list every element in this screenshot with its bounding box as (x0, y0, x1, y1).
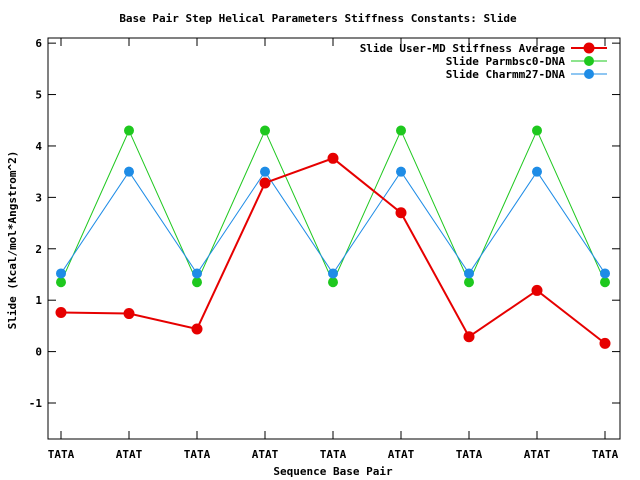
x-axis: TATA ATAT TATA ATAT TATA ATAT TATA ATAT TATA (48, 38, 619, 461)
x-tick-label: TATA (184, 448, 211, 461)
legend-swatch-marker (583, 42, 595, 54)
plot-frame (47, 37, 621, 440)
data-point (600, 277, 610, 288)
x-tick-label: ATAT (388, 448, 415, 461)
series-0 (55, 152, 611, 349)
data-point (396, 125, 406, 136)
series-line (60, 157, 606, 345)
data-point (56, 277, 66, 288)
x-tick-label: TATA (48, 448, 75, 461)
series-2 (56, 166, 610, 279)
data-point (123, 308, 135, 320)
data-point (532, 166, 542, 177)
data-point (328, 277, 338, 288)
data-point (464, 268, 474, 279)
data-point (192, 268, 202, 279)
legend-label: Slide User-MD Stiffness Average (360, 42, 566, 55)
data-point (56, 268, 66, 279)
series-line (60, 170, 606, 275)
legend-label: Slide Charmm27-DNA (446, 68, 566, 81)
data-point (260, 166, 270, 177)
series-layer (55, 125, 611, 349)
data-point (328, 268, 338, 279)
x-axis-label: Sequence Base Pair (273, 465, 393, 478)
y-tick-label: -1 (29, 397, 43, 410)
legend-swatch-marker (584, 69, 594, 79)
y-tick-label: 6 (35, 37, 42, 50)
x-tick-label: ATAT (116, 448, 143, 461)
data-point (259, 177, 271, 189)
chart-title: Base Pair Step Helical Parameters Stiffn… (119, 12, 517, 25)
y-tick-label: 3 (35, 191, 42, 204)
data-point (396, 166, 406, 177)
y-tick-label: 1 (35, 294, 42, 307)
data-point (599, 337, 611, 349)
x-tick-label: ATAT (252, 448, 279, 461)
y-tick-label: 4 (35, 140, 42, 153)
data-point (600, 268, 610, 279)
data-point (464, 277, 474, 288)
data-point (55, 307, 67, 319)
x-tick-label: TATA (592, 448, 619, 461)
data-point (260, 125, 270, 136)
data-point (192, 277, 202, 288)
legend-swatch-marker (584, 56, 594, 66)
x-tick-label: TATA (456, 448, 483, 461)
data-point (531, 284, 543, 296)
data-point (395, 207, 407, 219)
y-tick-label: 0 (35, 346, 42, 359)
series-1 (56, 125, 610, 288)
data-point (124, 166, 134, 177)
y-axis-label: Slide (Kcal/mol*Angstrom^2) (6, 151, 19, 330)
x-tick-label: TATA (320, 448, 347, 461)
data-point (327, 152, 339, 164)
y-axis: -1 0 1 2 3 4 5 6 (29, 37, 620, 410)
data-point (463, 331, 475, 343)
data-point (191, 323, 203, 335)
legend-label: Slide Parmbsc0-DNA (446, 55, 566, 68)
data-point (124, 125, 134, 136)
y-tick-label: 5 (35, 89, 42, 102)
data-point (532, 125, 542, 136)
x-tick-label: ATAT (524, 448, 551, 461)
y-tick-label: 2 (35, 243, 42, 256)
